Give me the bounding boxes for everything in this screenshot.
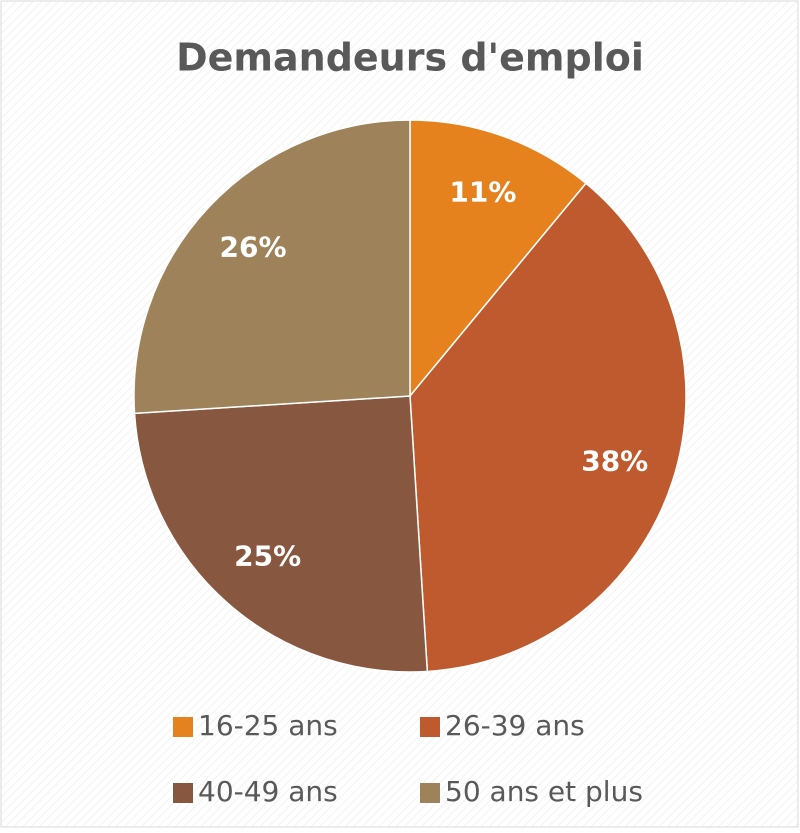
chart-title: Demandeurs d'emploi: [176, 36, 644, 80]
legend-label: 16-25 ans: [198, 709, 338, 742]
legend-label: 50 ans et plus: [445, 775, 643, 808]
pie-slice: [133, 395, 429, 673]
legend-swatch: [420, 717, 440, 737]
legend-swatch: [173, 717, 193, 737]
data-label: 11%: [449, 175, 516, 208]
pie-slice: [409, 182, 687, 673]
legend-swatch: [173, 783, 193, 803]
pie-slice: [409, 119, 587, 399]
data-label: 38%: [581, 445, 648, 478]
data-label: 26%: [220, 231, 287, 264]
pie-slice: [133, 119, 411, 415]
data-label: 25%: [234, 539, 301, 572]
legend-label: 40-49 ans: [198, 775, 338, 808]
legend-swatch: [420, 783, 440, 803]
legend-label: 26-39 ans: [445, 709, 585, 742]
